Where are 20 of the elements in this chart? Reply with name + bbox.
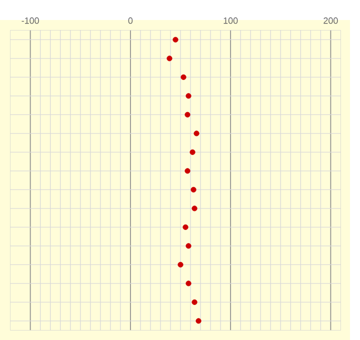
x-tick-label: 0 — [128, 17, 133, 24]
point — [172, 36, 178, 42]
x-tick-label: 100 — [224, 17, 238, 24]
point — [186, 93, 192, 99]
point — [186, 243, 192, 249]
point — [192, 299, 198, 305]
x-tick-label: -100 — [22, 17, 39, 24]
point — [182, 224, 188, 230]
point — [180, 74, 186, 80]
point — [192, 206, 198, 212]
point — [190, 186, 196, 192]
point — [186, 280, 192, 286]
point — [184, 112, 190, 118]
point — [184, 168, 190, 174]
point — [190, 149, 196, 155]
x-tick-label: 200 — [324, 17, 338, 24]
point — [194, 130, 200, 136]
point — [196, 318, 202, 324]
point — [166, 56, 172, 62]
point — [178, 262, 184, 268]
